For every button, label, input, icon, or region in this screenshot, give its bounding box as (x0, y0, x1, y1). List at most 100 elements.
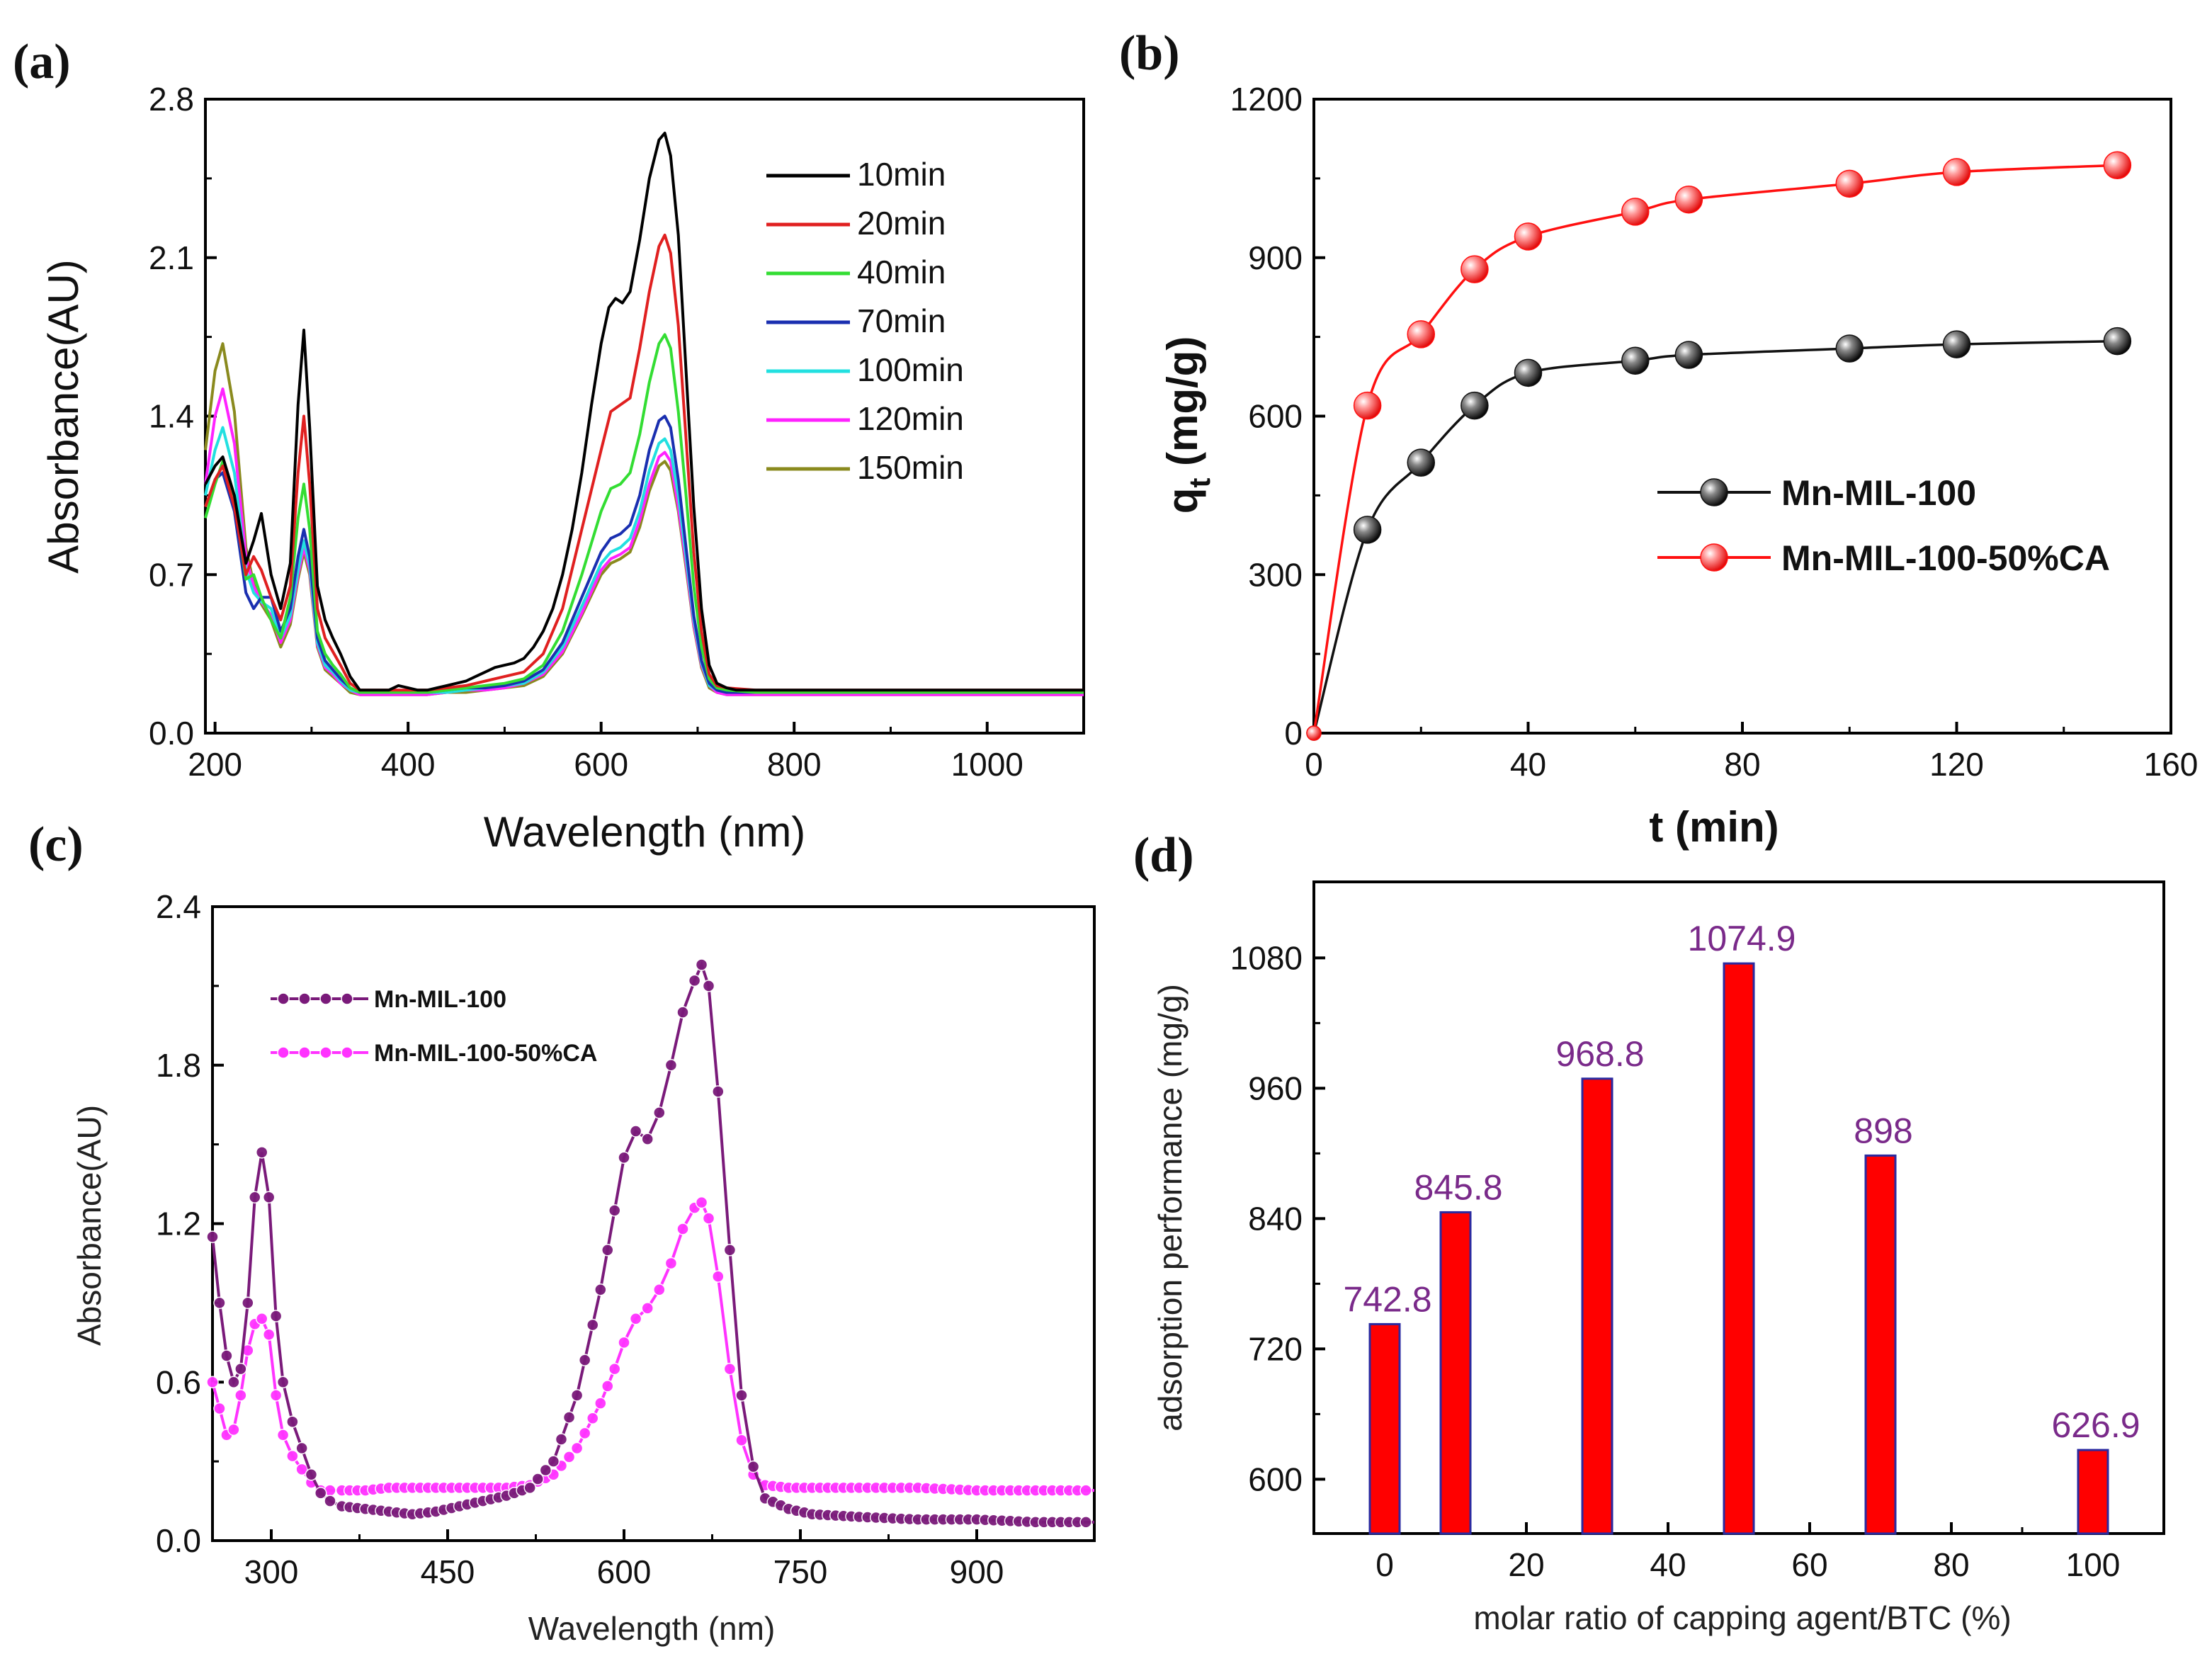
panel-c-marker-Mn-MIL-100 (555, 1433, 568, 1446)
panel-c-marker-Mn-MIL-100 (227, 1376, 240, 1388)
panel-a-legend-label: 120min (857, 400, 964, 437)
panel-c-y-tick-label: 1.8 (156, 1047, 201, 1084)
panel-c-x-tick-label: 300 (244, 1553, 299, 1590)
panel-d-x-tick-label: 80 (1933, 1546, 1969, 1583)
panel-b-y-tick-label: 600 (1248, 398, 1303, 435)
panel-c-marker-Mn-MIL-100-50%CA (664, 1257, 678, 1270)
panel-d-x-tick-label: 20 (1508, 1546, 1544, 1583)
panel-b-points (1306, 151, 2132, 741)
panel-c-legend-marker (298, 992, 311, 1005)
panel-b-y-tick-label: 1200 (1230, 81, 1303, 118)
panel-c-marker-Mn-MIL-100-50%CA (723, 1362, 737, 1376)
panel-c-marker-Mn-MIL-100 (295, 1441, 308, 1455)
panel-b-x-tick-label: 160 (2144, 746, 2199, 783)
panel-b-fit-Mn-MIL-100-50%CA (1312, 164, 2118, 734)
panel-a-legend: 10min 20min 40min 70min 100min 120min 150min (766, 156, 964, 486)
panel-c-marker-Mn-MIL-100-50%CA (653, 1283, 666, 1296)
panel-c-label: (c) (28, 817, 84, 872)
panel-b-point-Mn-MIL-100 (1514, 358, 1543, 387)
panel-c-marker-Mn-MIL-100 (618, 1151, 630, 1164)
panel-d-bar-label: 1074.9 (1688, 919, 1796, 958)
panel-c-marker-Mn-MIL-100-50%CA (578, 1427, 591, 1440)
panel-d-bar (1581, 1077, 1613, 1535)
panel-b-point-Mn-MIL-100-50%CA (1621, 198, 1650, 226)
panel-c-marker-Mn-MIL-100 (1079, 1516, 1092, 1529)
panel-d-bars (1368, 962, 2109, 1535)
panel-a-y-tick-label: 1.4 (149, 398, 194, 435)
panel-c-marker-Mn-MIL-100 (213, 1296, 226, 1310)
panel-c-legend-marker (277, 1046, 290, 1059)
panel-d-bar-label: 898 (1854, 1111, 1912, 1150)
panel-a-y-tick-label: 0.0 (149, 715, 194, 752)
panel-d-label: (d) (1133, 828, 1194, 883)
panel-a-line-20min (204, 233, 1084, 692)
panel-b-fit-Mn-MIL-100 (1312, 339, 2118, 734)
panel-c-marker-Mn-MIL-100-50%CA (206, 1376, 219, 1388)
panel-d-x-tick-label: 40 (1650, 1546, 1686, 1583)
panel-c-marker-Mn-MIL-100 (562, 1411, 576, 1424)
panel-c-marker-Mn-MIL-100 (234, 1362, 247, 1376)
panel-a-x-tick-label: 1000 (951, 746, 1023, 783)
panel-c-marker-Mn-MIL-100-50%CA (702, 1212, 715, 1225)
panel-c-y-tick-label: 0.0 (156, 1522, 201, 1559)
panel-c-marker-Mn-MIL-100 (695, 958, 708, 971)
panel-a-legend-label: 70min (857, 302, 946, 339)
panel-c-x-tick-label: 750 (773, 1553, 828, 1590)
panel-c-marker-Mn-MIL-100 (601, 1244, 614, 1257)
panel-c-marker-Mn-MIL-100 (702, 980, 715, 992)
panel-b-point-Mn-MIL-100 (2103, 327, 2132, 356)
panel-b-x-tick-label: 40 (1510, 746, 1546, 783)
panel-c-marker-Mn-MIL-100 (608, 1204, 621, 1217)
panel-c-legend-marker (277, 992, 290, 1005)
panel-d: (d) 0 20 40 60 80 100 600 720 840 960 1080 742.8 84… (1133, 828, 2165, 1636)
panel-b-legend-marker (1700, 478, 1728, 506)
panel-c-marker-Mn-MIL-100-50%CA (269, 1389, 283, 1402)
panel-c-legend-marker (298, 1046, 311, 1059)
panel-b: (b) 0 40 80 120 160 0 300 600 900 1200 Mn-MIL-100… (1119, 26, 2198, 851)
panel-c-marker-Mn-MIL-100-50%CA (227, 1423, 240, 1436)
panel-d-x-tick-label: 0 (1376, 1546, 1394, 1583)
panel-c-marker-Mn-MIL-100-50%CA (213, 1402, 226, 1415)
panel-c-marker-Mn-MIL-100 (305, 1468, 318, 1481)
panel-c: (c) 300 450 600 750 900 0.0 0.6 1.2 1.8 2.4 Mn-MI… (28, 817, 1096, 1647)
panel-a-x-tick-label: 800 (767, 746, 822, 783)
panel-b-ticks: 0 40 80 120 160 0 300 600 900 1200 (1230, 81, 2199, 783)
panel-c-marker-Mn-MIL-100-50%CA (695, 1196, 708, 1209)
panel-d-y-tick-label: 600 (1248, 1461, 1303, 1497)
panel-c-marker-Mn-MIL-100 (531, 1473, 545, 1485)
panel-b-y-axis-q: q (1159, 488, 1206, 514)
panel-d-bar-label: 968.8 (1555, 1034, 1644, 1074)
panel-c-y-axis-title: Absorbance(AU) (71, 1105, 108, 1346)
panel-b-y-tick-label: 900 (1248, 239, 1303, 276)
panel-b-point-Mn-MIL-100 (1353, 516, 1382, 544)
panel-a-y-tick-label: 2.8 (149, 81, 194, 118)
panel-c-y-tick-label: 2.4 (156, 888, 201, 925)
panel-c-marker-Mn-MIL-100-50%CA (234, 1389, 247, 1402)
panel-b-x-tick-label: 0 (1305, 746, 1323, 783)
panel-c-marker-Mn-MIL-100-50%CA (735, 1434, 748, 1447)
panel-a: (a) 200 400 600 800 1000 0.0 0.7 1.4 2.1 2.8 10mi… (13, 35, 1085, 856)
panel-a-x-axis-title: Wavelength (nm) (484, 808, 806, 856)
panel-b-point-Mn-MIL-100-50%CA (1306, 725, 1322, 741)
panel-b-y-axis-title: qt (mg/g) (1159, 336, 1216, 514)
panel-b-point-Mn-MIL-100-50%CA (1407, 320, 1435, 348)
panel-d-bar-label: 742.8 (1343, 1279, 1431, 1319)
panel-d-bar (1723, 962, 1755, 1535)
panel-a-line-40min (204, 333, 1084, 694)
panel-c-legend-marker (319, 992, 332, 1005)
panel-d-bar-label: 626.9 (2051, 1405, 2140, 1445)
panel-c-x-tick-label: 600 (597, 1553, 652, 1590)
panel-c-marker-Mn-MIL-100-50%CA (562, 1451, 576, 1463)
panel-b-label: (b) (1119, 26, 1180, 81)
panel-b-y-tick-label: 300 (1248, 556, 1303, 593)
panel-c-marker-Mn-MIL-100 (594, 1283, 607, 1296)
panel-c-marker-Mn-MIL-100 (641, 1133, 654, 1145)
panel-c-marker-Mn-MIL-100 (578, 1354, 591, 1366)
panel-c-x-axis-title: Wavelength (nm) (528, 1610, 776, 1647)
panel-c-y-tick-label: 1.2 (156, 1206, 201, 1242)
panel-b-point-Mn-MIL-100 (1674, 341, 1703, 369)
panel-b-fit-curves (1312, 164, 2118, 734)
panel-a-series (204, 131, 1084, 696)
panel-c-marker-Mn-MIL-100-50%CA (1079, 1484, 1092, 1497)
panel-b-y-tick-label: 0 (1284, 715, 1303, 752)
